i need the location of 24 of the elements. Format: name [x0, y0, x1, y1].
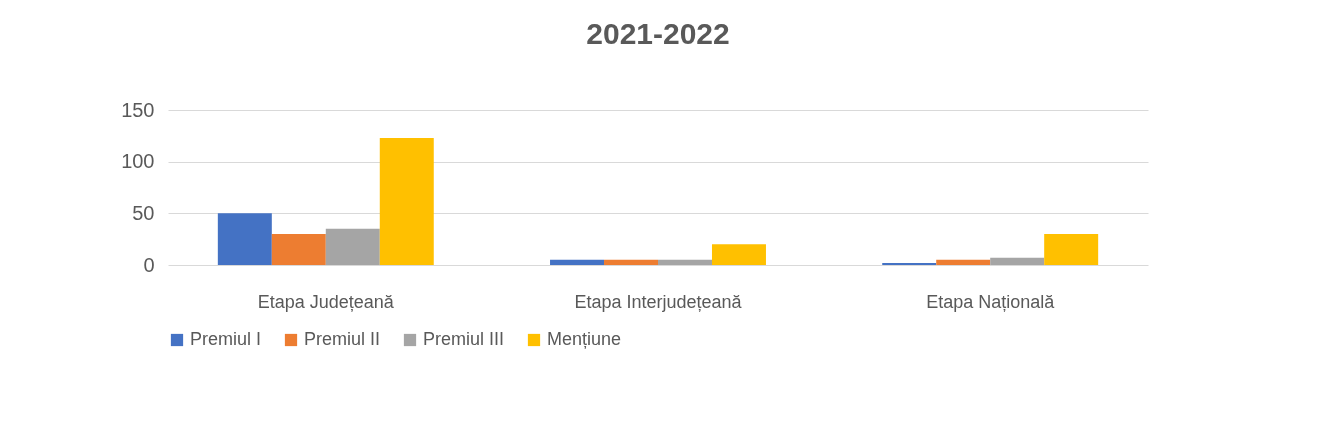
bar: [217, 213, 272, 265]
bar: [325, 228, 380, 265]
bar: [1044, 234, 1099, 265]
bar: [550, 259, 605, 265]
bar: [711, 244, 766, 265]
x-tick-label: Etapa Națională: [926, 291, 1056, 312]
legend-label: Premiul III: [423, 329, 505, 349]
bar: [658, 259, 712, 265]
y-tick-label: 50: [132, 201, 155, 224]
bar: [604, 259, 658, 265]
bar: [990, 257, 1045, 265]
bar: [936, 259, 991, 265]
x-tick-label: Etapa Județeană: [257, 291, 395, 312]
bar: [271, 234, 326, 265]
x-tick-label: Etapa Interjudețeană: [574, 291, 743, 312]
y-tick-label: 0: [143, 253, 155, 276]
chart-title: 2021-2022: [586, 17, 730, 50]
y-tick-label: 100: [121, 150, 155, 173]
legend-label: Premiul I: [190, 329, 262, 349]
bar: [379, 137, 434, 265]
legend-label: Premiul II: [304, 329, 381, 349]
bar: [882, 262, 937, 265]
y-tick-label: 150: [121, 98, 155, 121]
legend-label: Mențiune: [547, 329, 622, 349]
